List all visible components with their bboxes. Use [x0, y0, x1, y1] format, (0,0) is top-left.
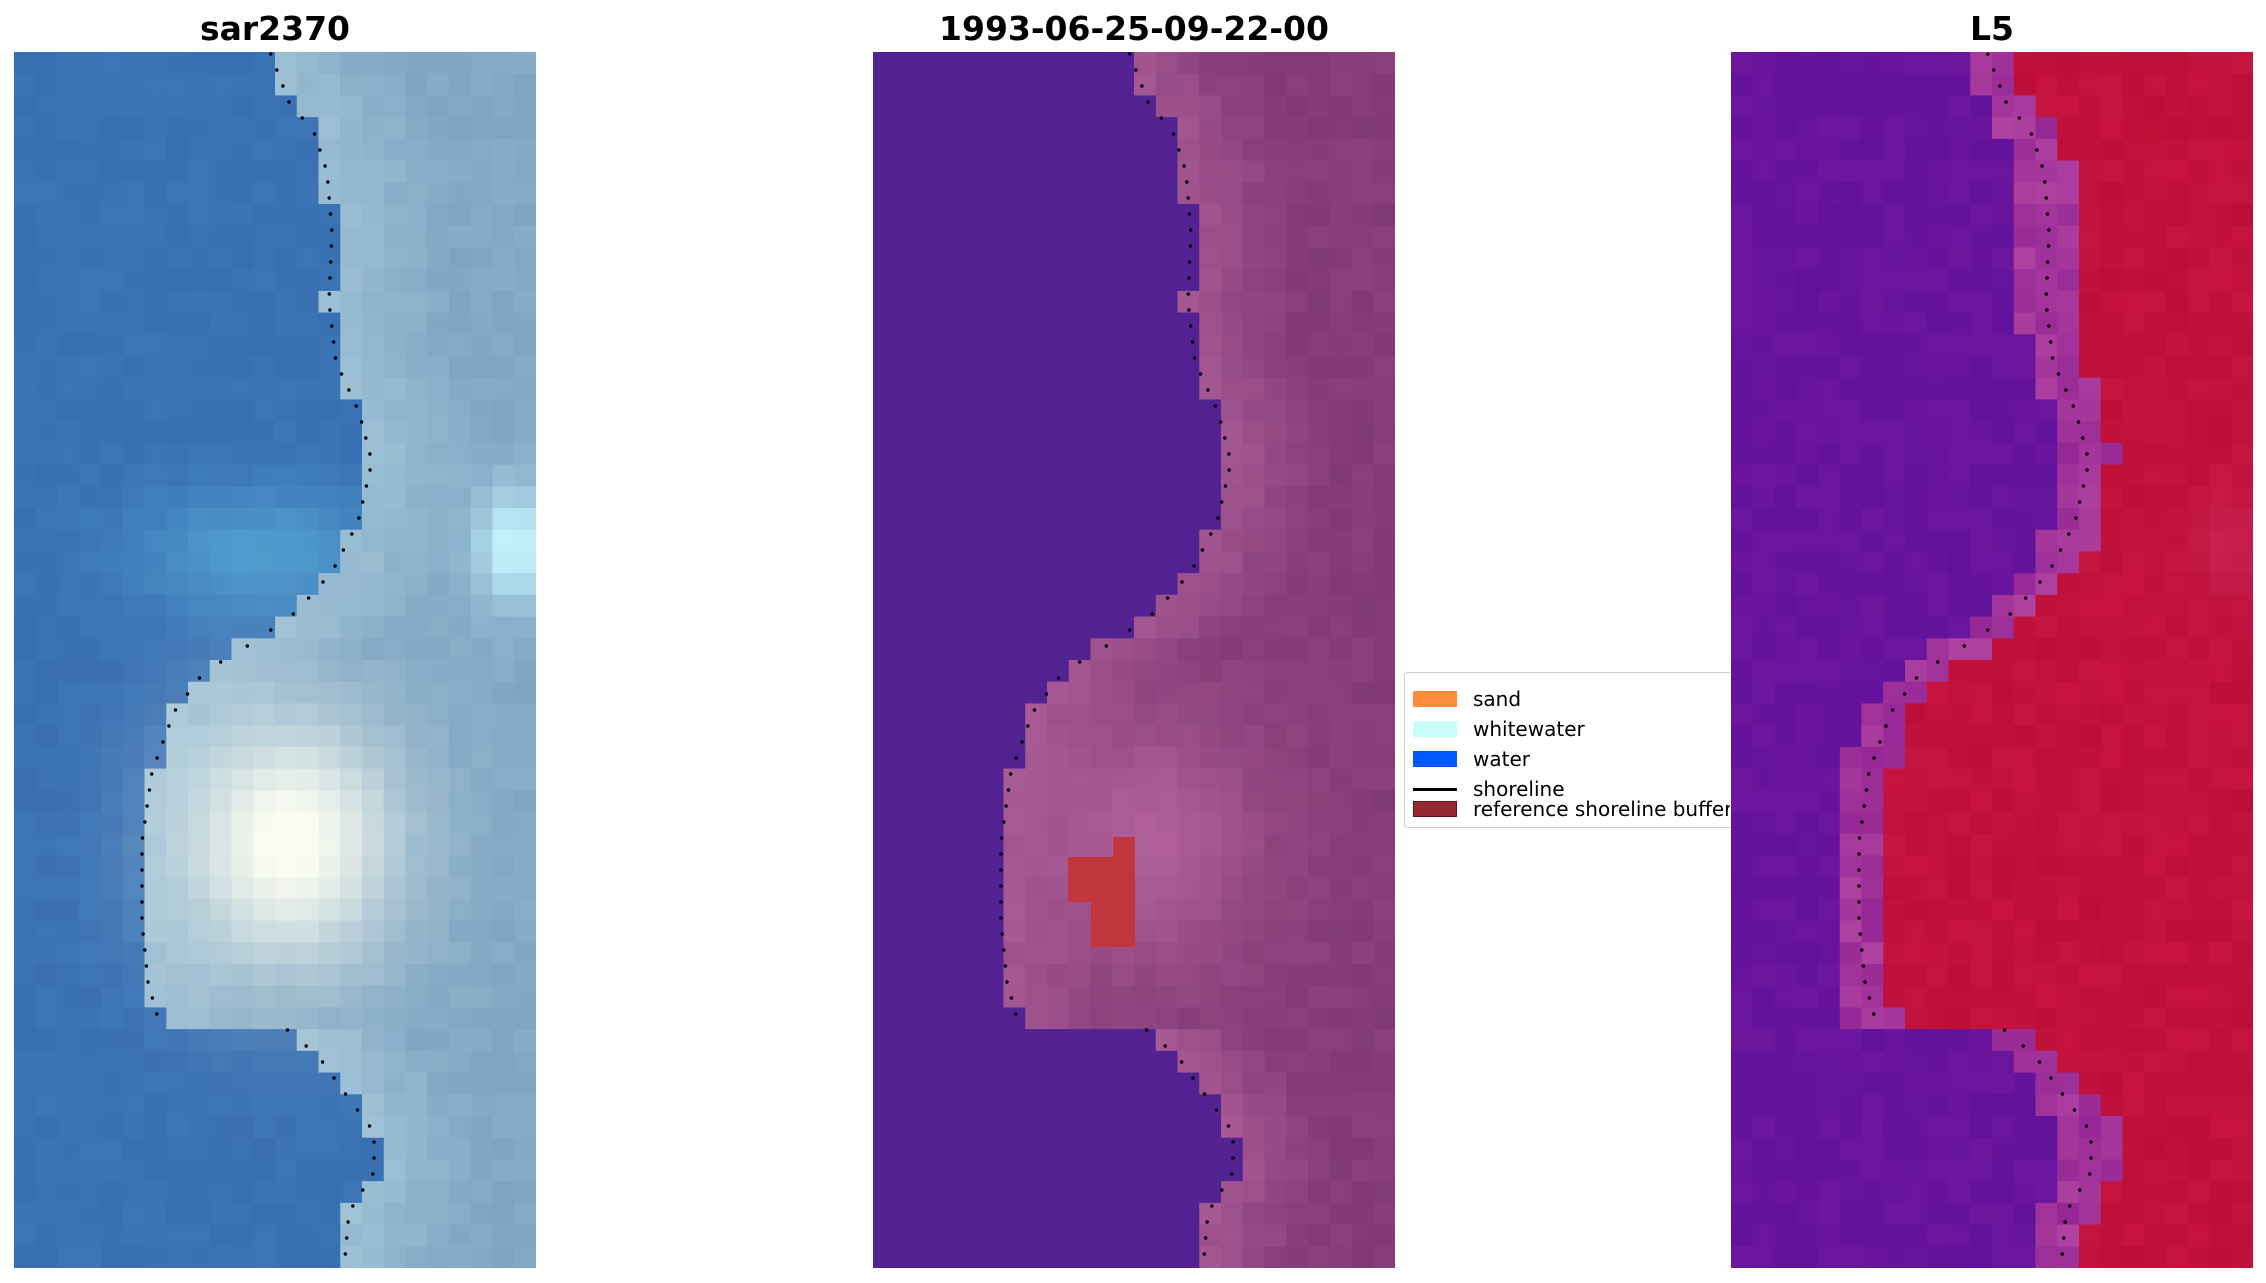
panel-title-index: L5 [1970, 9, 2014, 48]
panel-title-rgb: sar2370 [199, 9, 351, 48]
panel-title-classified: 1993-06-25-09-22-00 [939, 9, 1329, 48]
shoreline-dots [999, 52, 1235, 1256]
rgb-image [14, 52, 536, 1268]
index-image-panel [1731, 52, 2253, 1268]
reference-buffer-patch [1091, 902, 1135, 947]
shoreline-dots [1857, 52, 2093, 1256]
legend-label-reference-buffer: reference shoreline buffer [1473, 797, 1730, 821]
legend-swatch-sand [1413, 691, 1457, 707]
legend-entry-water: water [1413, 745, 1530, 773]
legend-label-whitewater: whitewater [1473, 717, 1585, 741]
legend-entry-reference-buffer: reference shoreline buffer [1413, 795, 1730, 823]
legend-entry-sand: sand [1413, 685, 1521, 713]
shoreline-dots [140, 52, 376, 1256]
legend-swatch-water [1413, 751, 1457, 767]
legend: sand whitewater water shoreline referenc… [1404, 672, 1730, 828]
classified-image [873, 52, 1395, 1268]
legend-entry-whitewater: whitewater [1413, 715, 1585, 743]
legend-swatch-whitewater [1413, 721, 1457, 737]
legend-label-water: water [1473, 747, 1530, 771]
rgb-image-panel [14, 52, 536, 1268]
legend-swatch-reference-buffer [1413, 801, 1457, 817]
legend-line-shoreline [1413, 787, 1457, 791]
classified-image-panel [873, 52, 1395, 1268]
legend-entry-shoreline: shoreline [1413, 775, 1565, 803]
index-image [1731, 52, 2253, 1268]
legend-label-shoreline: shoreline [1473, 777, 1565, 801]
legend-label-sand: sand [1473, 687, 1522, 711]
